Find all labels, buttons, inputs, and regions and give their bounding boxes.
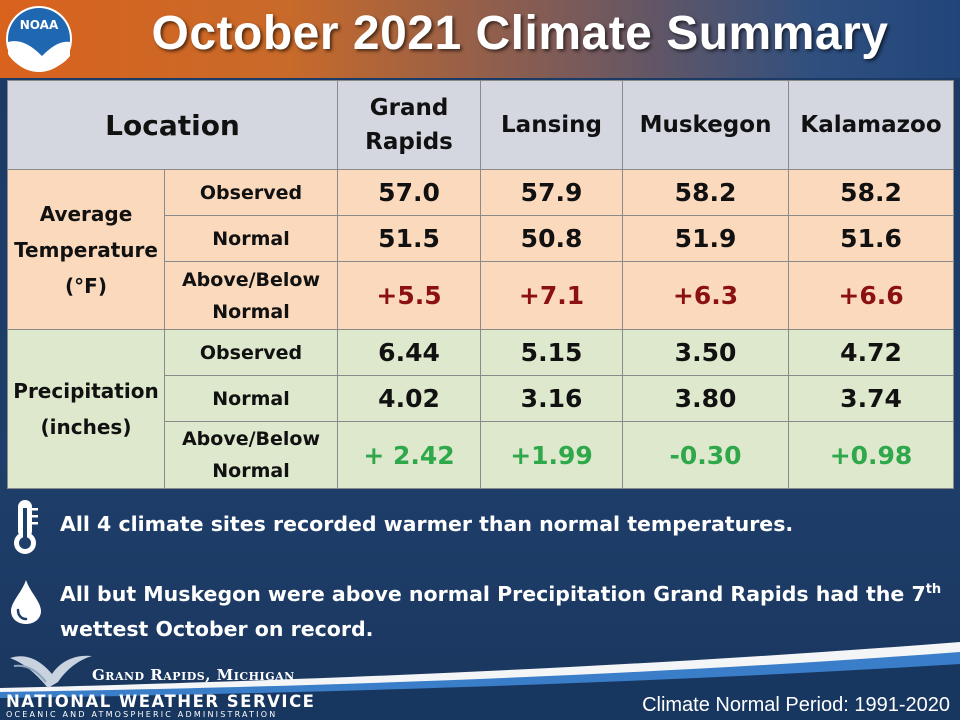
- note-precip-text: wettest October on record.: [60, 616, 374, 641]
- anomaly-cell: +6.3: [622, 261, 790, 330]
- table-row: Normal 51.5 50.8 51.9 51.6: [7, 215, 955, 262]
- row-label-line: Normal: [212, 460, 290, 482]
- table-cell: 3.80: [622, 375, 790, 422]
- table-row: Average Temperature (°F) Observed 57.0 5…: [7, 169, 955, 330]
- table-cell: 6.44: [337, 329, 482, 376]
- title-banner: NOAA October 2021 Climate Summary: [0, 0, 960, 78]
- table-row: Above/Below Normal + 2.42 +1.99 -0.30 +0…: [7, 421, 955, 489]
- location-header-cell: Muskegon: [622, 80, 790, 170]
- thermometer-icon: [14, 500, 38, 554]
- nws-eagle-logo: [10, 655, 92, 688]
- anomaly-cell: +5.5: [337, 261, 482, 330]
- anomaly-cell: +6.6: [788, 261, 955, 330]
- note-temperature: All 4 climate sites recorded warmer than…: [60, 512, 794, 536]
- anomaly-cell: + 2.42: [337, 421, 482, 489]
- agency-name: NATIONAL WEATHER SERVICE: [6, 692, 316, 711]
- group-label-line: (°F): [65, 273, 107, 298]
- group-label-line: Average: [39, 201, 133, 226]
- table-cell: 58.2: [788, 169, 955, 216]
- note-superscript: th: [925, 582, 942, 597]
- climate-table: Location Grand Rapids Lansing Muskegon K…: [6, 80, 955, 489]
- group-label-line: Precipitation: [13, 379, 159, 403]
- row-label: Normal: [163, 375, 339, 422]
- row-label-line: Normal: [212, 300, 290, 323]
- note-precip-text: All but Muskegon were above normal Preci…: [60, 581, 926, 606]
- table-cell: 4.72: [788, 329, 955, 376]
- normal-period-note: Climate Normal Period: 1991-2020: [642, 694, 950, 716]
- logo-text: NOAA: [20, 18, 59, 32]
- footer-swoosh: [0, 642, 960, 720]
- table-header-row: Location Grand Rapids Lansing Muskegon K…: [6, 80, 955, 170]
- table-cell: 3.16: [480, 375, 624, 422]
- table-cell: 58.2: [622, 169, 790, 216]
- row-label: Above/Below Normal: [163, 261, 339, 330]
- table-cell: 57.0: [337, 169, 482, 216]
- office-name: Grand Rapids, Michigan: [92, 666, 295, 684]
- anomaly-cell: -0.30: [622, 421, 790, 489]
- anomaly-cell: +1.99: [480, 421, 624, 489]
- row-label: Normal: [163, 215, 339, 262]
- table-cell: 3.50: [622, 329, 790, 376]
- parent-agency: OCEANIC AND ATMOSPHERIC ADMINISTRATION: [6, 710, 278, 719]
- table-cell: 4.02: [337, 375, 482, 422]
- location-header-cell: Lansing: [480, 80, 624, 170]
- group-label-line: (inches): [40, 415, 132, 439]
- location-header: Location: [6, 80, 339, 170]
- location-header-cell: Kalamazoo: [788, 80, 955, 170]
- group-label-line: Temperature: [14, 237, 158, 262]
- group-label-precipitation: Precipitation (inches): [7, 329, 165, 489]
- table-cell: 51.5: [337, 215, 482, 262]
- location-header-cell: Grand Rapids: [337, 80, 482, 170]
- table-row: Above/Below Normal +5.5 +7.1 +6.3 +6.6: [7, 261, 955, 330]
- table-row: Precipitation (inches) Observed 6.44 5.1…: [7, 329, 955, 489]
- raindrop-icon: [11, 580, 41, 624]
- row-label: Above/Below Normal: [163, 421, 339, 489]
- note-precipitation: All but Muskegon were above normal Preci…: [60, 572, 950, 647]
- table-cell: 57.9: [480, 169, 624, 216]
- anomaly-cell: +0.98: [788, 421, 955, 489]
- row-label: Observed: [163, 169, 339, 216]
- anomaly-cell: +7.1: [480, 261, 624, 330]
- row-label-line: Above/Below: [181, 428, 321, 450]
- group-label-temperature: Average Temperature (°F): [7, 169, 165, 330]
- table-cell: 50.8: [480, 215, 624, 262]
- table-row: Normal 4.02 3.16 3.80 3.74: [7, 375, 955, 422]
- row-label: Observed: [163, 329, 339, 376]
- page-title: October 2021 Climate Summary: [151, 7, 889, 60]
- table-cell: 51.9: [622, 215, 790, 262]
- row-label-line: Above/Below: [181, 268, 321, 291]
- noaa-logo: NOAA: [6, 6, 72, 72]
- table-cell: 5.15: [480, 329, 624, 376]
- table-cell: 51.6: [788, 215, 955, 262]
- table-cell: 3.74: [788, 375, 955, 422]
